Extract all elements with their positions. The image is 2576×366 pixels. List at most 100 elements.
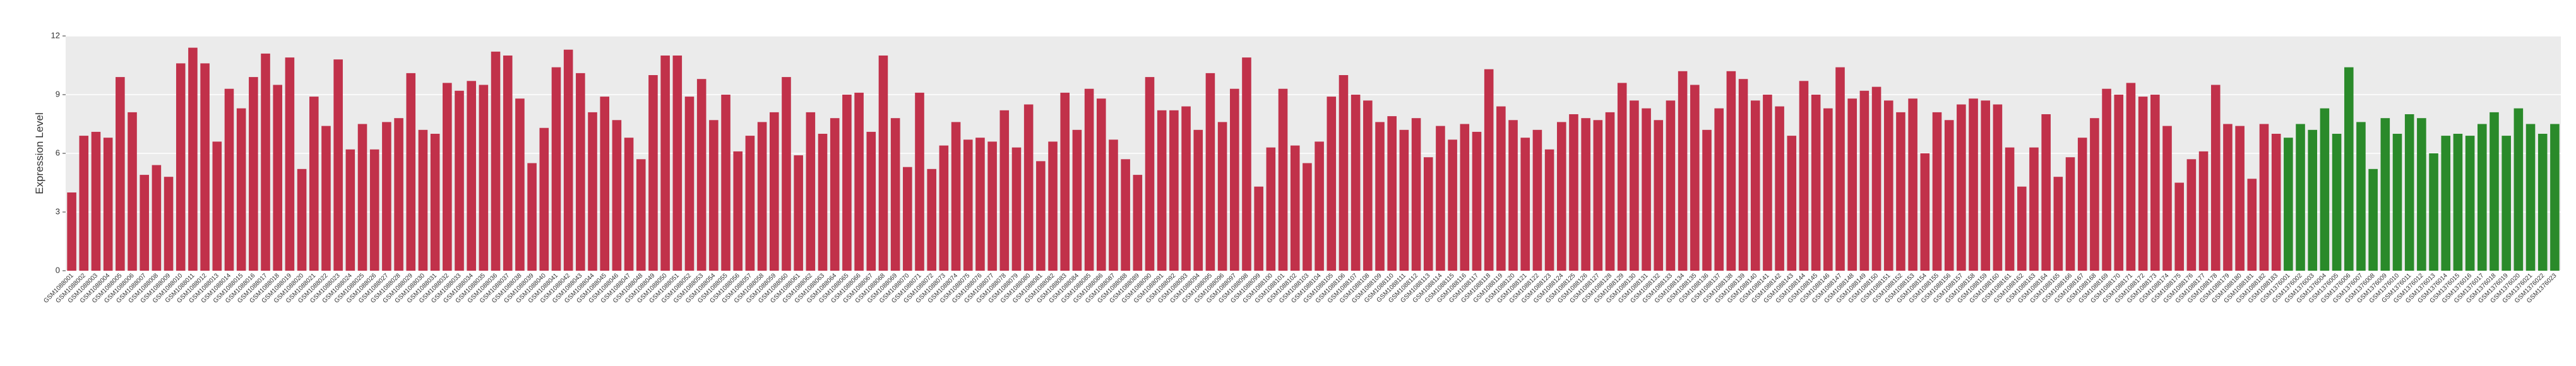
bar bbox=[672, 56, 683, 271]
bar bbox=[2235, 126, 2245, 271]
bar bbox=[588, 112, 597, 271]
y-axis-label: Expression Level bbox=[33, 112, 45, 194]
bar bbox=[782, 77, 791, 271]
bar bbox=[2417, 118, 2426, 271]
bar bbox=[236, 108, 246, 271]
bar bbox=[418, 129, 428, 271]
bar bbox=[1193, 129, 1203, 271]
bar bbox=[927, 168, 936, 271]
bar bbox=[2332, 134, 2342, 271]
bar bbox=[394, 118, 403, 271]
bar bbox=[2005, 147, 2015, 271]
bar bbox=[696, 79, 707, 271]
bar bbox=[467, 81, 476, 271]
bar bbox=[1303, 163, 1312, 271]
bar bbox=[1569, 114, 1578, 271]
bar bbox=[1654, 120, 1664, 271]
bar bbox=[794, 155, 803, 271]
bar bbox=[1823, 108, 1833, 271]
y-tick-label: 6 bbox=[56, 148, 60, 157]
bar bbox=[866, 131, 876, 271]
bar bbox=[539, 127, 549, 271]
bar bbox=[2308, 129, 2318, 271]
bar bbox=[1145, 77, 1155, 271]
bar bbox=[140, 175, 149, 271]
bar bbox=[1605, 112, 1615, 271]
bar bbox=[2513, 108, 2524, 271]
bar bbox=[770, 112, 779, 271]
bar bbox=[1048, 141, 1058, 271]
bar bbox=[2465, 136, 2475, 271]
bar bbox=[1023, 104, 1034, 271]
bar bbox=[1630, 100, 1639, 271]
bar bbox=[1642, 108, 1651, 271]
bar bbox=[878, 56, 888, 271]
bar bbox=[1060, 92, 1070, 271]
y-tick-label: 12 bbox=[51, 30, 60, 40]
y-tick-label: 3 bbox=[56, 206, 60, 216]
bar bbox=[1230, 88, 1239, 271]
bar bbox=[1290, 145, 1300, 271]
bar bbox=[1327, 97, 1337, 271]
bar bbox=[648, 75, 658, 271]
bar bbox=[443, 83, 452, 271]
bar bbox=[1278, 88, 1288, 271]
bar bbox=[2065, 157, 2075, 271]
bar bbox=[152, 165, 162, 271]
bar bbox=[2392, 134, 2402, 271]
bar bbox=[2247, 179, 2257, 271]
bar bbox=[1181, 106, 1191, 271]
bar bbox=[2271, 134, 2281, 271]
bar bbox=[1871, 86, 1881, 271]
bar bbox=[1581, 118, 1590, 271]
bar bbox=[1726, 71, 1736, 271]
bar bbox=[369, 149, 379, 271]
bar bbox=[854, 92, 864, 271]
bar bbox=[1254, 186, 1263, 271]
bar bbox=[212, 141, 222, 271]
bar bbox=[806, 112, 816, 271]
bar bbox=[2296, 124, 2305, 271]
bar bbox=[1096, 98, 1106, 271]
bar bbox=[2090, 118, 2099, 271]
bar bbox=[1993, 104, 2003, 271]
bar bbox=[273, 85, 283, 271]
bar bbox=[1859, 90, 1869, 271]
bar bbox=[116, 77, 125, 271]
bar bbox=[357, 124, 367, 271]
bar bbox=[2453, 134, 2463, 271]
bar bbox=[1678, 71, 1688, 271]
bar bbox=[1363, 100, 1373, 271]
bar bbox=[430, 134, 440, 271]
bar bbox=[503, 56, 513, 271]
bar bbox=[1787, 136, 1797, 271]
bar bbox=[1472, 131, 1482, 271]
bar bbox=[1448, 139, 1457, 271]
bar bbox=[903, 167, 912, 271]
bar bbox=[1556, 122, 1566, 271]
bar bbox=[2537, 134, 2548, 271]
bar bbox=[1205, 73, 1215, 271]
bar bbox=[2356, 122, 2366, 271]
bar bbox=[563, 49, 573, 271]
bar bbox=[2162, 126, 2172, 271]
bar bbox=[1920, 153, 1930, 271]
bar bbox=[2138, 97, 2148, 271]
bar bbox=[1932, 112, 1942, 271]
bar bbox=[660, 56, 670, 271]
bar bbox=[297, 168, 307, 271]
bar bbox=[2029, 147, 2039, 271]
bar bbox=[2404, 114, 2414, 271]
bar bbox=[2198, 151, 2209, 271]
bar bbox=[1944, 120, 1954, 271]
bar bbox=[915, 92, 924, 271]
bar bbox=[176, 63, 186, 271]
bar bbox=[285, 57, 295, 271]
bar bbox=[2429, 153, 2438, 271]
bar bbox=[1411, 118, 1421, 271]
bar bbox=[1436, 126, 1445, 271]
bar bbox=[551, 67, 561, 271]
bar bbox=[1169, 110, 1179, 271]
bar bbox=[1084, 88, 1094, 271]
